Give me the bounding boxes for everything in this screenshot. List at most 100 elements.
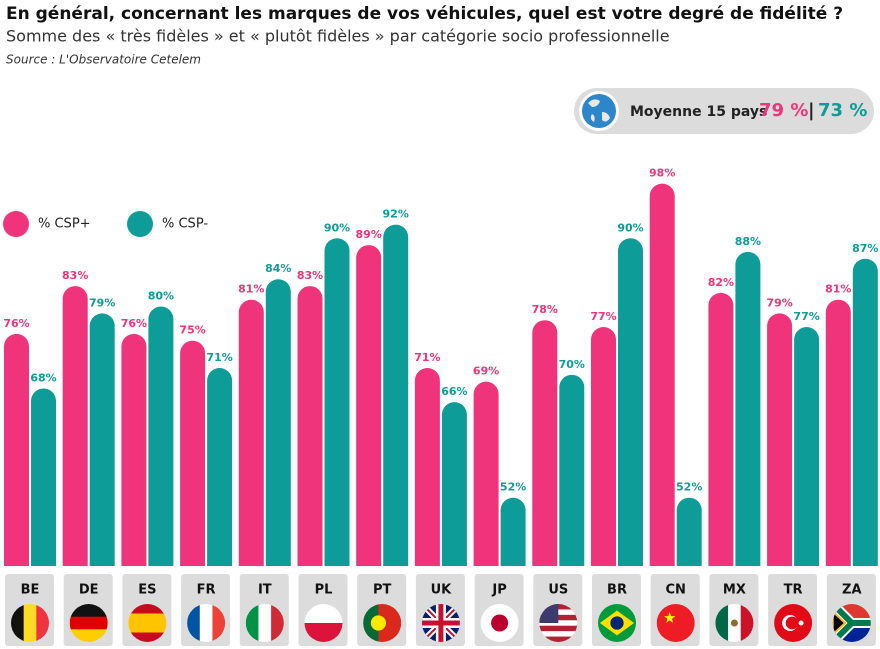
value-label: 83% bbox=[297, 269, 323, 282]
value-label: 81% bbox=[825, 283, 851, 296]
value-label: 68% bbox=[30, 371, 56, 384]
value-label: 98% bbox=[649, 167, 675, 180]
bar bbox=[794, 327, 820, 566]
value-label: 77% bbox=[793, 310, 819, 323]
value-label: 71% bbox=[414, 351, 440, 364]
flag-part bbox=[128, 632, 167, 642]
flag bbox=[480, 604, 519, 642]
flag-part bbox=[785, 616, 799, 630]
flag bbox=[11, 604, 49, 642]
source: Source : L'Observatoire Cetelem bbox=[6, 53, 201, 67]
value-label: 76% bbox=[3, 317, 29, 330]
x-tick-label: MX bbox=[723, 583, 746, 598]
flag-part bbox=[212, 604, 226, 642]
flag bbox=[421, 604, 460, 642]
bar bbox=[708, 292, 734, 566]
bar bbox=[4, 333, 29, 566]
bar bbox=[473, 381, 499, 566]
bar bbox=[441, 402, 467, 566]
average-value: 73 % bbox=[818, 100, 867, 121]
average-box: Moyenne 15 pays 79 % | 73 % bbox=[574, 88, 874, 134]
flag-part bbox=[539, 631, 578, 638]
bar bbox=[735, 251, 761, 566]
flag-part bbox=[69, 629, 108, 642]
flag-part bbox=[656, 604, 695, 642]
flag bbox=[69, 604, 108, 642]
flag-part bbox=[258, 604, 272, 642]
flag-part bbox=[832, 604, 871, 642]
value-label: 90% bbox=[617, 221, 643, 234]
x-tick-label: FR bbox=[197, 583, 216, 598]
flag bbox=[656, 604, 695, 642]
legend-swatch bbox=[127, 211, 153, 237]
flag-part bbox=[304, 604, 343, 624]
average-pill bbox=[574, 88, 874, 134]
flag-part bbox=[539, 625, 578, 632]
x-tick-label: IT bbox=[258, 583, 272, 598]
value-label: 83% bbox=[62, 269, 88, 282]
x-tick-label: ZA bbox=[842, 583, 862, 598]
bar bbox=[148, 306, 174, 566]
value-label: 79% bbox=[89, 296, 115, 309]
bar bbox=[89, 313, 115, 566]
value-label: 78% bbox=[532, 303, 558, 316]
value-label: 75% bbox=[179, 324, 205, 337]
flag-part bbox=[128, 613, 167, 624]
bar bbox=[324, 238, 350, 566]
flag-part bbox=[421, 604, 460, 642]
x-tick-label: TR bbox=[784, 583, 803, 598]
flag-part bbox=[69, 604, 108, 618]
flag bbox=[715, 604, 754, 642]
value-label: 70% bbox=[559, 358, 585, 371]
flag-part bbox=[370, 615, 386, 631]
value-label: 71% bbox=[206, 351, 232, 364]
flag-part bbox=[128, 604, 167, 614]
x-tick-label: DE bbox=[79, 583, 99, 598]
value-label: 92% bbox=[383, 208, 409, 221]
bar bbox=[265, 279, 291, 566]
average-label: Moyenne 15 pays bbox=[630, 104, 767, 120]
flag-part bbox=[539, 636, 578, 642]
flag-part bbox=[610, 616, 624, 630]
value-label: 69% bbox=[473, 365, 499, 378]
value-label: 52% bbox=[500, 481, 526, 494]
value-label: 89% bbox=[356, 228, 382, 241]
x-tick-label: PL bbox=[315, 583, 333, 598]
bar bbox=[31, 388, 56, 566]
x-tick-label: BR bbox=[607, 583, 627, 598]
average-value: 79 % bbox=[759, 100, 808, 121]
x-tick-label: PT bbox=[373, 583, 392, 598]
flag-part bbox=[832, 609, 847, 637]
flag-part bbox=[187, 604, 201, 642]
flag-part bbox=[730, 619, 738, 627]
flag-part bbox=[128, 623, 167, 633]
bar bbox=[825, 299, 851, 566]
value-label: 84% bbox=[265, 262, 291, 275]
flag bbox=[774, 604, 813, 642]
value-label: 87% bbox=[852, 242, 878, 255]
x-tick-label: CN bbox=[665, 583, 685, 598]
flag bbox=[598, 604, 636, 642]
average-separator: | bbox=[808, 100, 815, 121]
bar bbox=[532, 320, 558, 566]
flag-part bbox=[539, 620, 578, 627]
flag-part bbox=[69, 616, 108, 630]
flag-part bbox=[23, 604, 37, 642]
bar bbox=[356, 245, 382, 566]
bar bbox=[500, 497, 526, 566]
value-label: 52% bbox=[676, 481, 702, 494]
bar bbox=[559, 374, 585, 566]
value-label: 66% bbox=[441, 385, 467, 398]
flag-part bbox=[715, 604, 729, 642]
value-label: 79% bbox=[766, 296, 792, 309]
x-tick-label: JP bbox=[491, 583, 506, 598]
flag bbox=[245, 604, 284, 642]
bar bbox=[383, 224, 409, 566]
x-tick-label: ES bbox=[138, 583, 156, 598]
bar bbox=[62, 286, 88, 566]
chart-subtitle: Somme des « très fidèles » et « plutôt f… bbox=[6, 27, 670, 46]
flag-part bbox=[245, 604, 259, 642]
bar bbox=[121, 333, 147, 566]
